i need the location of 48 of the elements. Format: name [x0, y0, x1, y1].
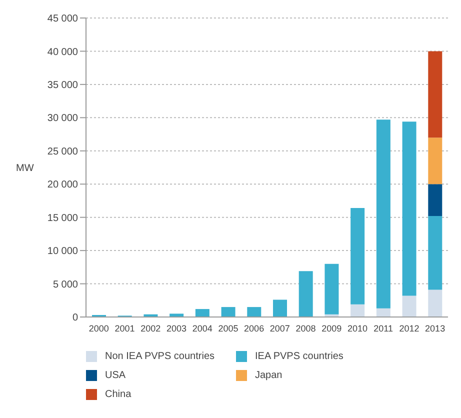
bar	[247, 307, 262, 317]
y-tick-label: 5 000	[52, 279, 78, 290]
x-tick-label: 2007	[270, 323, 290, 334]
bar	[428, 216, 442, 290]
bar	[350, 208, 365, 304]
bar	[195, 309, 210, 317]
y-tick-label: 0	[72, 312, 78, 324]
legend-label: Non IEA PVPS countries	[105, 351, 215, 362]
y-tick-label: 10 000	[47, 246, 78, 258]
x-tick-label: 2003	[166, 323, 187, 334]
y-tick-label: 40 000	[47, 46, 78, 58]
x-tick-label: 2006	[244, 323, 264, 334]
legend-label: Japan	[255, 370, 282, 381]
bar	[402, 122, 416, 296]
x-tick-label: 2008	[296, 323, 316, 334]
bar	[428, 51, 442, 138]
bar	[298, 271, 313, 317]
bar	[170, 314, 184, 317]
y-tick-label: 45 000	[47, 14, 78, 25]
bar	[428, 138, 442, 184]
x-tick-label: 2011	[374, 323, 394, 334]
legend-label: USA	[105, 370, 126, 381]
x-tick-label: 2013	[425, 323, 446, 334]
bar	[402, 296, 416, 317]
y-tick-label: 15 000	[47, 212, 78, 224]
bar	[376, 120, 390, 308]
x-tick-label: 2000	[88, 323, 109, 334]
y-axis-title: MW	[16, 163, 34, 174]
bar	[324, 264, 339, 314]
bar	[273, 300, 287, 317]
y-tick-label: 35 000	[47, 80, 78, 91]
x-tick-label: 2010	[347, 323, 368, 334]
bar	[221, 307, 236, 317]
x-tick-label: 2001	[114, 323, 135, 334]
bar	[350, 304, 365, 317]
x-tick-label: 2004	[192, 323, 212, 334]
y-tick-label: 30 000	[47, 113, 78, 124]
x-tick-label: 2012	[399, 323, 420, 334]
bar	[428, 290, 442, 317]
y-tick-label: 25 000	[47, 146, 78, 158]
x-tick-label: 2009	[322, 323, 342, 334]
x-tick-label: 2005	[218, 323, 238, 334]
legend-label: IEA PVPS countries	[255, 351, 344, 362]
bar	[428, 184, 442, 216]
y-tick-label: 20 000	[47, 180, 78, 191]
x-tick-label: 2002	[140, 323, 161, 334]
bar	[376, 308, 390, 317]
legend-label: China	[105, 389, 132, 400]
